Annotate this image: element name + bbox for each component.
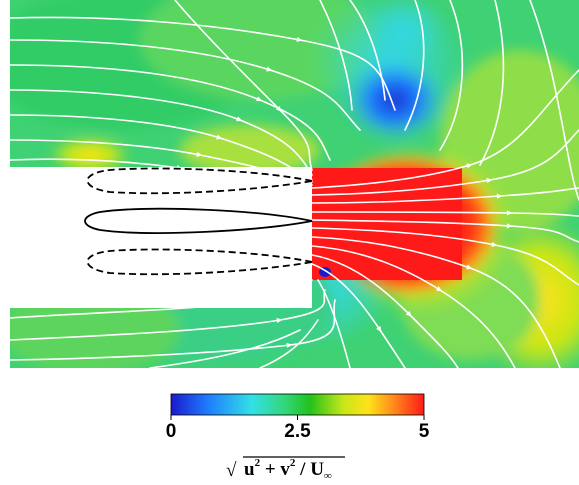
airfoil-upper-dashed: [86, 167, 313, 195]
airfoil-lower-dashed: [86, 248, 313, 276]
body-region: [10, 167, 312, 308]
formula-U-subscript: ∞: [324, 470, 332, 482]
formula-v-exponent: 2: [290, 457, 296, 469]
velocity-contour-field: [10, 0, 579, 368]
colorbar-label: √ u2 + v2 / U∞: [226, 456, 345, 482]
formula-U: U: [310, 459, 324, 480]
colorbar-tick-max: 5: [419, 421, 430, 442]
svg-text:u2 + v2 / U∞: u2 + v2 / U∞: [244, 457, 332, 482]
colorbar-tick-mid: 2.5: [284, 421, 311, 442]
formula-u-exponent: 2: [255, 457, 261, 469]
radical-sign: √: [226, 460, 237, 481]
airfoil-center-solid: [84, 207, 313, 234]
colorbar-gradient: [170, 393, 425, 416]
formula-u: u: [244, 459, 255, 480]
colorbar-tick-min: 0: [166, 421, 177, 442]
airfoil-outlines: [84, 167, 313, 276]
formula-v: v: [280, 459, 290, 480]
formula-divide: /: [295, 459, 310, 480]
colorbar: 0 2.5 5: [166, 393, 430, 442]
formula-plus: +: [260, 459, 280, 480]
